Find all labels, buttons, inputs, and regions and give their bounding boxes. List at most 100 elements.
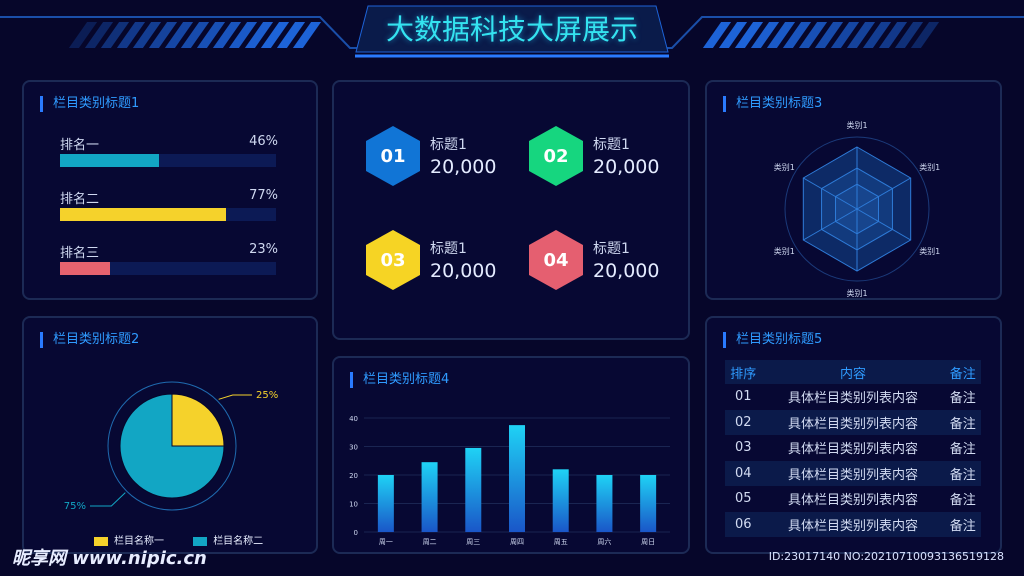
pie-leader-line: [218, 394, 252, 400]
x-tick-label: 周五: [554, 538, 568, 546]
kpi-title: 标题1: [593, 137, 630, 153]
radar-chart: 类别1 类别1 类别1 类别1 类别1 类别1: [774, 120, 941, 298]
table-cell: 01: [735, 389, 752, 405]
progress-track: [60, 154, 276, 167]
panel-title: 栏目类别标题5: [723, 332, 822, 348]
rank-label: 排名一: [60, 138, 100, 153]
panel-title: 栏目类别标题3: [723, 96, 822, 112]
pie-slice: [119, 393, 225, 499]
header-stripes-right: [702, 22, 940, 50]
table-cell: 备注: [944, 460, 981, 486]
header-frame: [0, 5, 1024, 58]
progress-fill: [60, 208, 227, 221]
x-tick-label: 周六: [597, 537, 611, 546]
rank-percent: 77%: [249, 188, 278, 203]
pie-leader-line: [90, 492, 126, 507]
progress-fill: [60, 154, 160, 167]
column-header: 备注: [944, 360, 981, 384]
kpi-value: 20,000: [593, 156, 660, 178]
kpi-title: 标题1: [430, 137, 467, 153]
radar-axis-label: 类别1: [846, 288, 867, 298]
table-cell: 具体栏目类别列表内容: [761, 409, 945, 435]
table-cell: 03: [735, 440, 752, 456]
bar: [421, 462, 438, 532]
table-cell: 备注: [949, 391, 976, 407]
radar-axis-label: 类别1: [846, 120, 867, 130]
radar-axis-line: [803, 208, 858, 241]
radar-ring: [784, 136, 930, 282]
hexagon-badge: 04: [529, 230, 583, 290]
progress-fill: [60, 262, 110, 275]
pie-label: 75%: [64, 501, 86, 512]
table-cell: 备注: [949, 442, 976, 458]
legend-item: 栏目名称二: [193, 536, 263, 547]
pie-outer-ring: [107, 381, 237, 511]
x-tick-label: 周日: [641, 538, 655, 546]
table-cell: 04: [725, 460, 762, 486]
table-row: 06 具体栏目类别列表内容 备注: [725, 511, 981, 537]
bar: [596, 475, 613, 532]
pie-legend: 栏目名称一 栏目名称二: [94, 532, 263, 547]
kpi-value: 20,000: [593, 260, 660, 282]
table-cell: 05: [735, 491, 752, 507]
table-cell: 具体栏目类别列表内容: [787, 442, 918, 458]
panel-pie: 栏目类别标题2 25% 75% 栏目名称一 栏目名称二: [22, 316, 318, 554]
hexagon-badge: 03: [366, 230, 420, 290]
y-tick-label: 40: [349, 415, 358, 423]
panel-table: 栏目类别标题5 排序 内容 备注 01 具体栏目类别列表内容 备注 02 具体栏目类别列…: [705, 316, 1002, 554]
hexagon-badge: 02: [529, 126, 583, 186]
progress-track: [60, 208, 276, 221]
table-cell: 06: [725, 511, 762, 537]
kpi-title: 标题1: [430, 241, 467, 257]
pie-slice: [171, 393, 225, 447]
rank-percent: 46%: [249, 134, 278, 149]
bar: [465, 447, 482, 532]
radar-axis-label: 类别1: [919, 246, 940, 256]
radar-axis-label: 类别1: [919, 162, 940, 172]
y-tick-label: 10: [349, 501, 358, 509]
bar-chart: 0 10 20 30 40 周一 周二 周三 周四 周五 周六 周日: [349, 415, 670, 546]
rank-label: 排名二: [60, 192, 100, 207]
table-row: 05 具体栏目类别列表内容 备注: [725, 486, 981, 512]
hexagon-badge: 01: [366, 126, 420, 186]
table-cell: 具体栏目类别列表内容: [787, 493, 918, 509]
panel-radar: 栏目类别标题3 类别1 类别1 类别1 类别1 类别1 类别1: [705, 80, 1002, 300]
panel-kpi: 01 标题1 20,000 02 标题1 20,000 03 标题1 20,000 0…: [332, 80, 690, 340]
bar: [509, 425, 525, 532]
legend-item: 栏目名称一: [94, 536, 164, 547]
bar: [640, 475, 657, 532]
panel-title: 栏目类别标题1: [40, 96, 139, 112]
x-tick-label: 周三: [466, 538, 480, 546]
table-row: 02 具体栏目类别列表内容 备注: [725, 409, 981, 435]
column-header: 排序: [725, 360, 762, 384]
panel-title: 栏目类别标题2: [40, 332, 139, 348]
radar-axis-label: 类别1: [774, 246, 795, 256]
table-row: 01 具体栏目类别列表内容 备注: [725, 384, 981, 410]
radar-axis-label: 类别1: [774, 162, 795, 172]
table-cell: 备注: [949, 493, 976, 509]
y-tick-label: 20: [349, 472, 358, 480]
pie-label: 25%: [256, 390, 278, 401]
watermark-logo: 昵享网 www.nipic.cn: [12, 548, 207, 569]
table-row: 04 具体栏目类别列表内容 备注: [725, 460, 981, 486]
x-tick-label: 周四: [510, 538, 524, 546]
kpi-title: 标题1: [593, 241, 630, 257]
table-header-row: 排序 内容 备注: [725, 360, 981, 384]
radar-axis-line: [856, 208, 911, 241]
rank-label: 排名三: [60, 246, 100, 261]
table-cell: 备注: [944, 511, 981, 537]
table-cell: 02: [725, 409, 762, 435]
radar-axis-line: [803, 177, 858, 210]
x-tick-label: 周一: [379, 538, 393, 546]
table-row: 03 具体栏目类别列表内容 备注: [725, 435, 981, 461]
column-header: 内容: [761, 360, 945, 384]
progress-track: [60, 262, 276, 275]
y-tick-label: 30: [349, 444, 358, 452]
pie-chart: 25% 75%: [64, 381, 278, 512]
watermark-id: ID:23017140 NO:20210710093136519128: [768, 550, 1004, 563]
page-title: 大数据科技大屏展示: [385, 13, 638, 46]
x-tick-label: 周二: [423, 538, 437, 546]
data-table: 排序 内容 备注 01 具体栏目类别列表内容 备注 02 具体栏目类别列表内容 备注 03 具…: [725, 360, 981, 537]
panel-ranking: 栏目类别标题1 排名一 46% 排名二 77% 排名三 23%: [22, 80, 318, 300]
table-cell: 具体栏目类别列表内容: [787, 391, 918, 407]
